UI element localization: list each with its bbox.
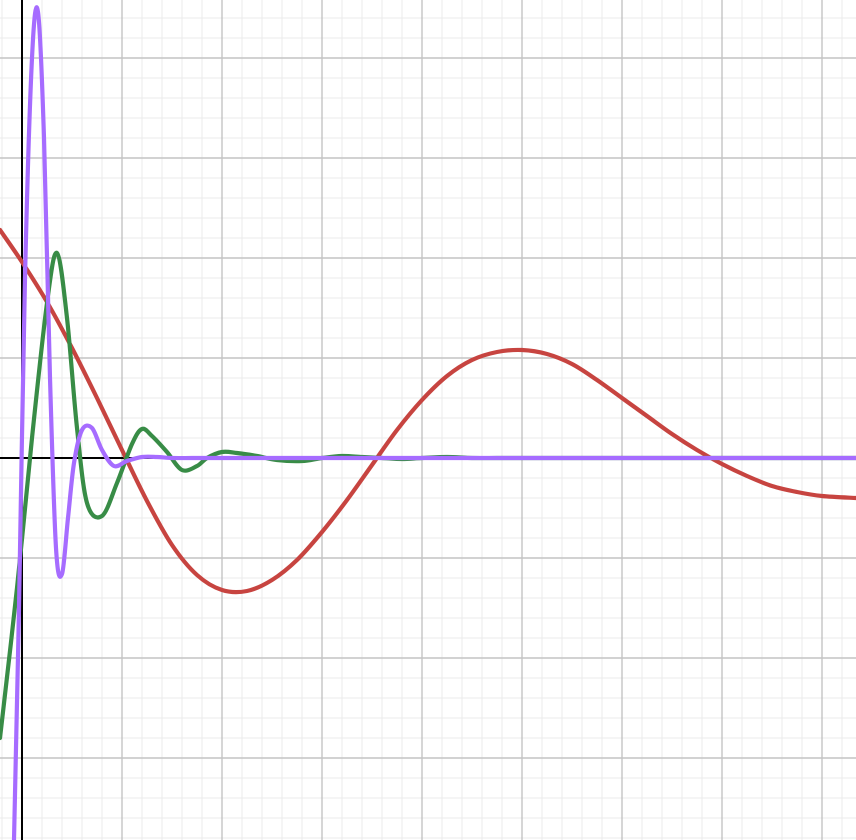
plotted-curves xyxy=(0,5,856,840)
curve-purple[interactable] xyxy=(11,5,856,840)
curve-red[interactable] xyxy=(0,227,856,595)
curve-green[interactable] xyxy=(0,250,856,741)
